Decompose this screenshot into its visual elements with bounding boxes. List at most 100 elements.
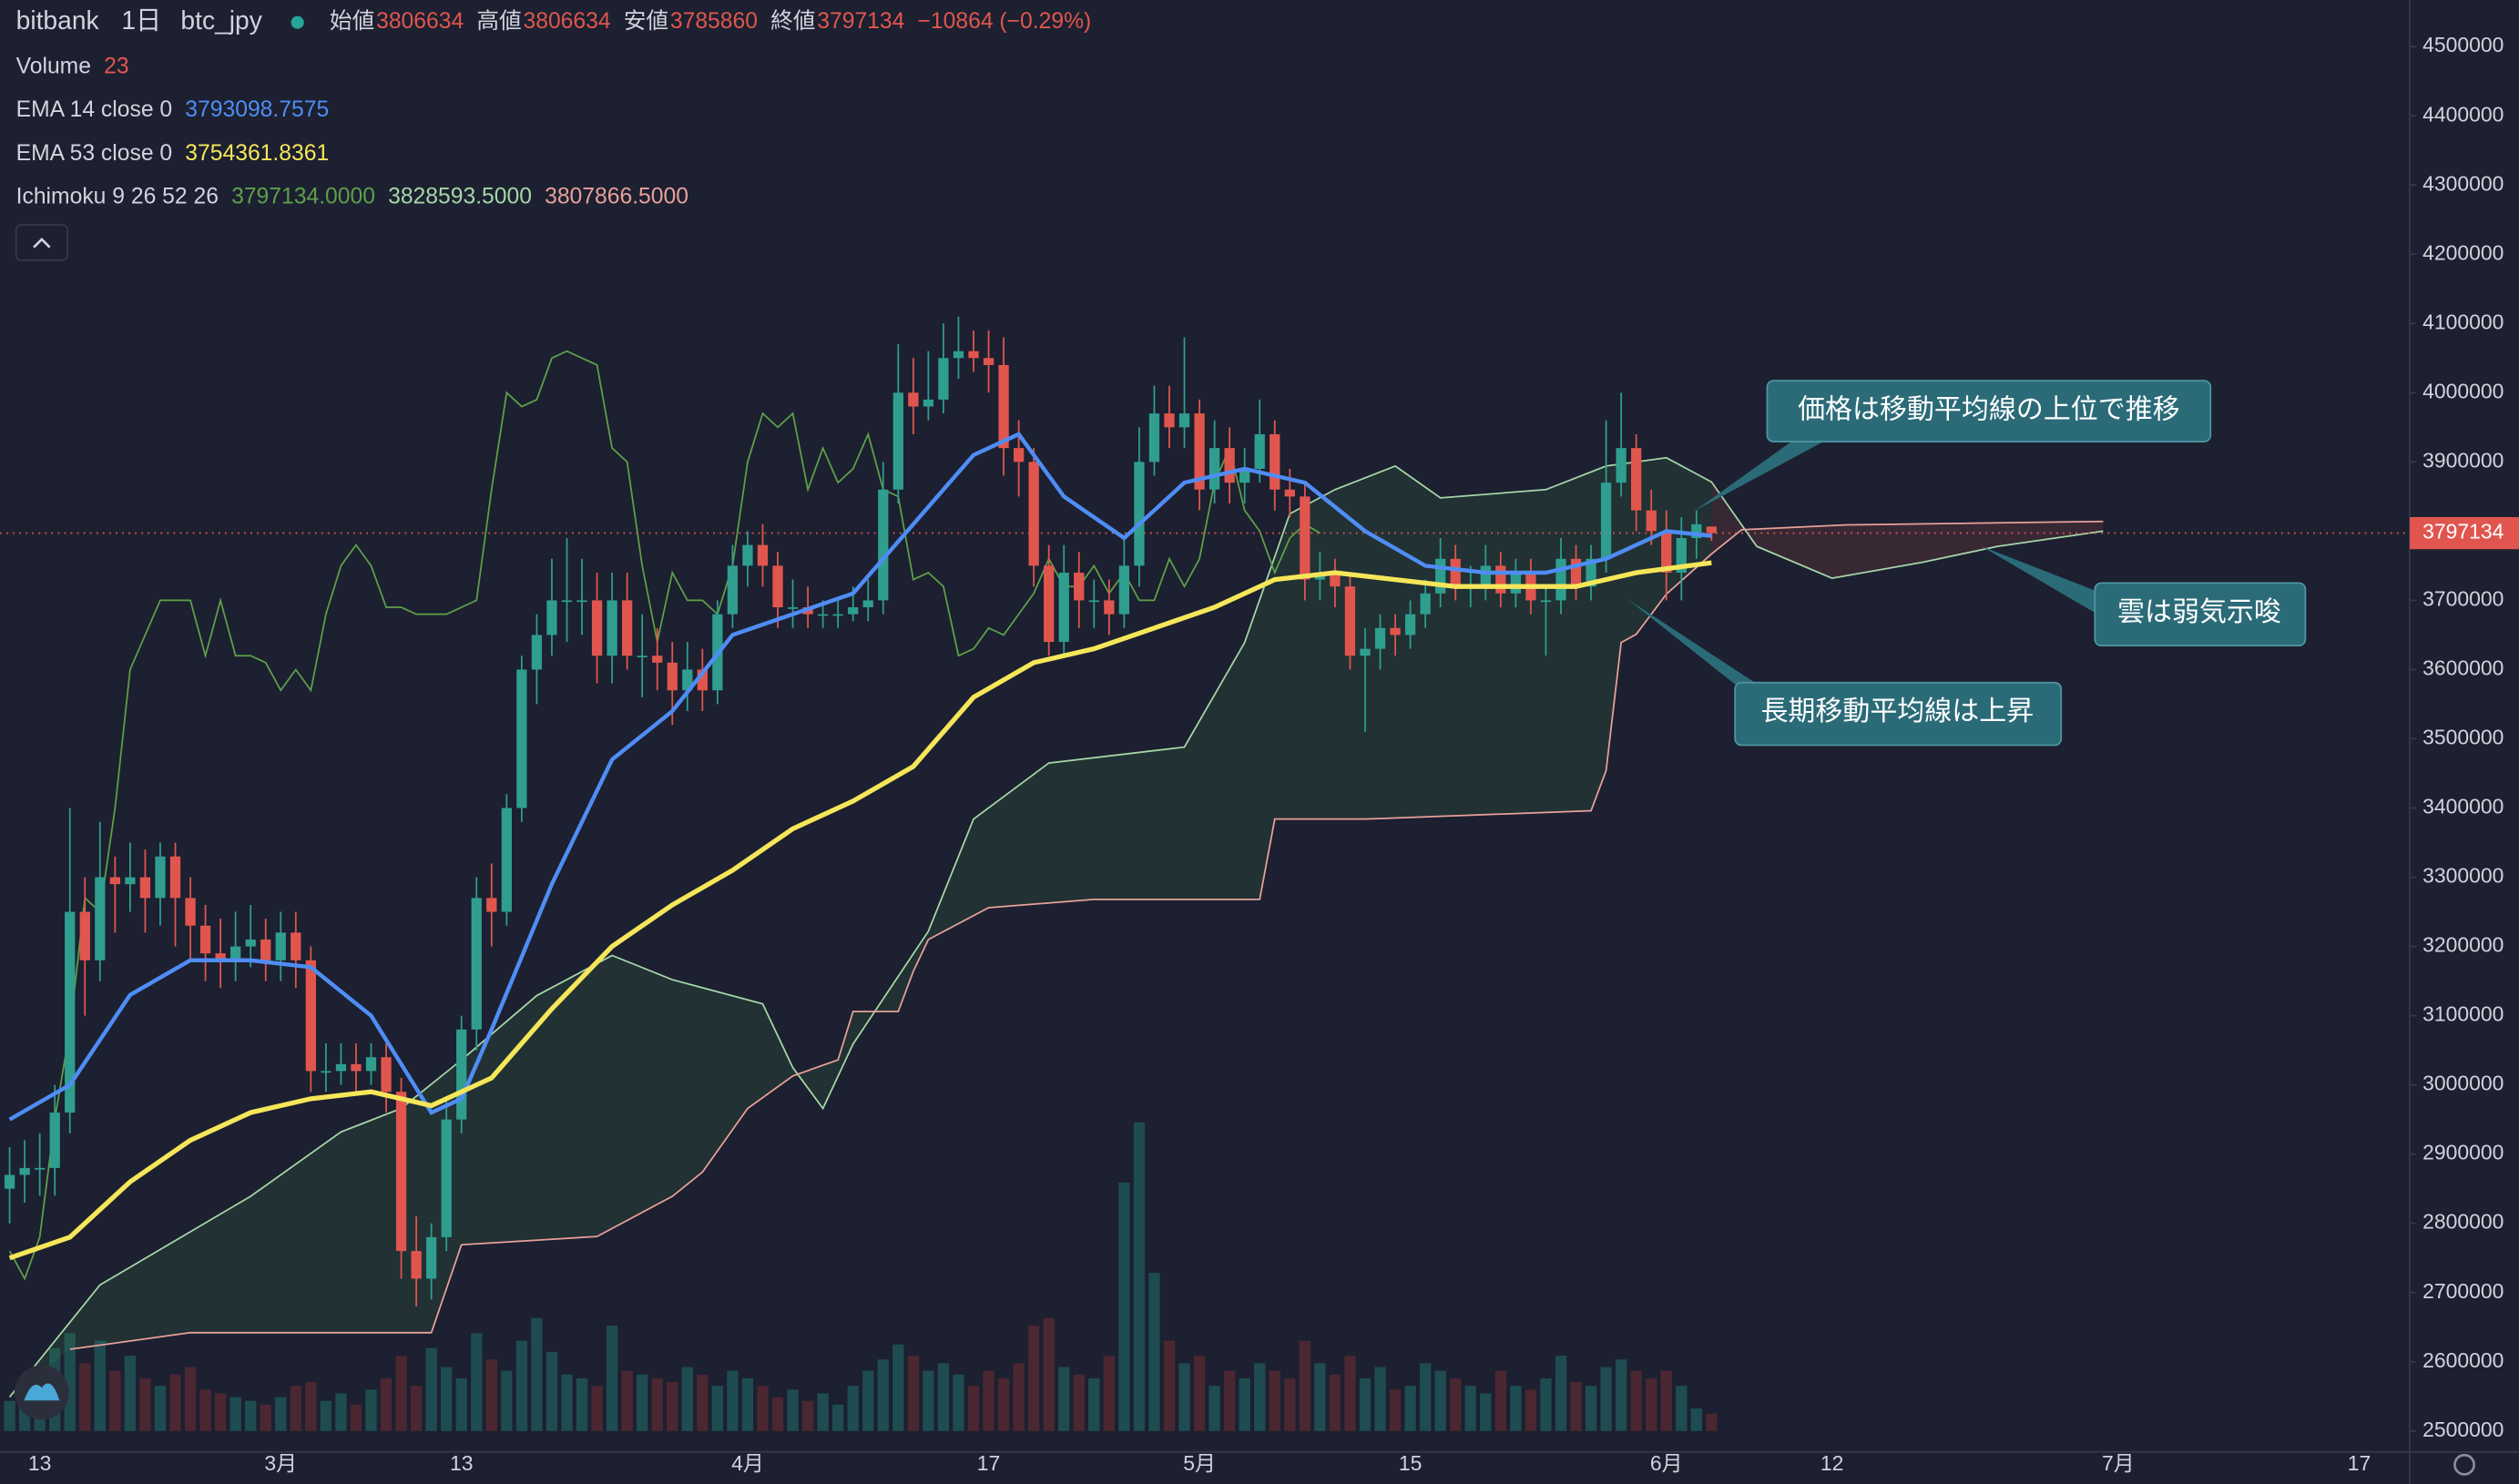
candle-body [968, 351, 979, 359]
candle-body [291, 932, 301, 961]
ohlc-value: 3806634 [376, 9, 464, 34]
ohlc-label: 高値 [476, 8, 521, 34]
volume-bar [139, 1377, 151, 1431]
candle-body [65, 911, 76, 1113]
x-tick-label: 15 [1399, 1451, 1422, 1475]
volume-bar [380, 1377, 393, 1431]
collapse-icon [33, 237, 51, 249]
legend-text: 1日 [121, 5, 161, 35]
volume-bar [1223, 1370, 1236, 1431]
candle-body [230, 946, 241, 961]
y-tick-label: 4000000 [2422, 379, 2504, 402]
volume-bar [636, 1374, 648, 1431]
y-tick-label: 2900000 [2422, 1141, 2504, 1164]
y-tick-label: 2600000 [2422, 1348, 2504, 1372]
candle-body [1495, 565, 1506, 594]
volume-bar [1525, 1389, 1537, 1431]
candle-body [1706, 526, 1717, 534]
volume-bar [1103, 1356, 1116, 1431]
candle-body [486, 898, 497, 912]
legend-text: 3754361.8361 [185, 141, 329, 166]
volume-bar [1480, 1393, 1492, 1431]
candle-body [456, 1029, 467, 1120]
ema-line [8, 432, 1712, 1122]
volume-bar [410, 1386, 423, 1431]
candle-body [305, 960, 316, 1072]
annotation-box [1734, 681, 2063, 747]
volume-bar [1660, 1370, 1672, 1431]
volume-bar [1494, 1370, 1506, 1431]
settings-icon[interactable] [2453, 1453, 2475, 1476]
candle-body [109, 877, 120, 885]
volume-bar [1269, 1370, 1280, 1431]
volume-bar [546, 1351, 558, 1431]
volume-bar [1254, 1363, 1266, 1431]
ohlc-label: 始値 [330, 8, 374, 34]
cloud-bull [9, 457, 1712, 1398]
x-tick-label: 12 [1820, 1451, 1843, 1475]
volume-bar [365, 1389, 377, 1431]
volume-bar [501, 1370, 513, 1431]
candle-body [245, 939, 256, 947]
candle-body [1631, 448, 1642, 511]
y-tick-label: 4200000 [2422, 240, 2504, 264]
legend-text: btc_jpy [180, 5, 262, 35]
candle-body [1450, 558, 1461, 587]
y-tick-label: 3700000 [2422, 586, 2504, 610]
volume-bar [199, 1389, 211, 1431]
candle-body [516, 669, 527, 808]
candle-body [1148, 413, 1160, 462]
volume-bar [1148, 1273, 1160, 1431]
candle-body [381, 1057, 392, 1093]
candle-body [742, 544, 753, 566]
ohlc-value: 3797134 [817, 9, 904, 34]
candle-body [471, 898, 482, 1030]
volume-bar [1600, 1367, 1612, 1431]
volume-bar [561, 1374, 573, 1431]
annotation-text: 長期移動平均線は上昇 [1760, 696, 2034, 727]
status-dot [291, 15, 304, 29]
candle-body [817, 614, 829, 616]
volume-bar [4, 1400, 15, 1431]
candle-body [787, 607, 799, 609]
candle-body [1360, 648, 1371, 656]
candle-body [79, 911, 90, 961]
volume-bar [907, 1356, 920, 1431]
candle-body [862, 600, 873, 608]
volume-bar [1239, 1377, 1250, 1431]
candle-body [260, 939, 271, 961]
annotation-pointer [1695, 442, 1824, 511]
volume-bar [953, 1374, 964, 1431]
candle-body [1344, 586, 1356, 656]
candle-body [621, 600, 633, 656]
annotation-box [1766, 380, 2212, 443]
candle-body [1270, 433, 1280, 490]
y-tick-label: 2800000 [2422, 1210, 2504, 1234]
volume-bar [937, 1363, 950, 1431]
candle-body [1104, 600, 1115, 615]
volume-bar [1299, 1340, 1311, 1431]
candle-body [1088, 600, 1099, 603]
volume-bar [923, 1370, 934, 1431]
price-tag [2410, 516, 2519, 550]
candle-body [1058, 572, 1069, 643]
ohlc-value: 3806634 [523, 9, 610, 34]
legend-text: Ichimoku 9 26 52 26 [16, 184, 219, 208]
candle-body [591, 600, 603, 656]
volume-bar [997, 1377, 1010, 1431]
volume-bar [1043, 1317, 1055, 1431]
candle-body [983, 358, 994, 365]
legend-text: EMA 53 close 0 [16, 141, 173, 166]
legend-text: Volume [16, 55, 91, 79]
volume-bar [214, 1393, 227, 1431]
volume-bar [275, 1397, 287, 1431]
volume-bar [1013, 1363, 1025, 1431]
collapse-button[interactable] [15, 224, 68, 261]
y-tick-label: 4300000 [2422, 171, 2504, 195]
candle-body [682, 669, 693, 691]
candle-body [215, 953, 226, 961]
volume-bar [817, 1393, 829, 1431]
volume-bar [1555, 1356, 1567, 1431]
annotation-pointer [1627, 598, 1768, 691]
